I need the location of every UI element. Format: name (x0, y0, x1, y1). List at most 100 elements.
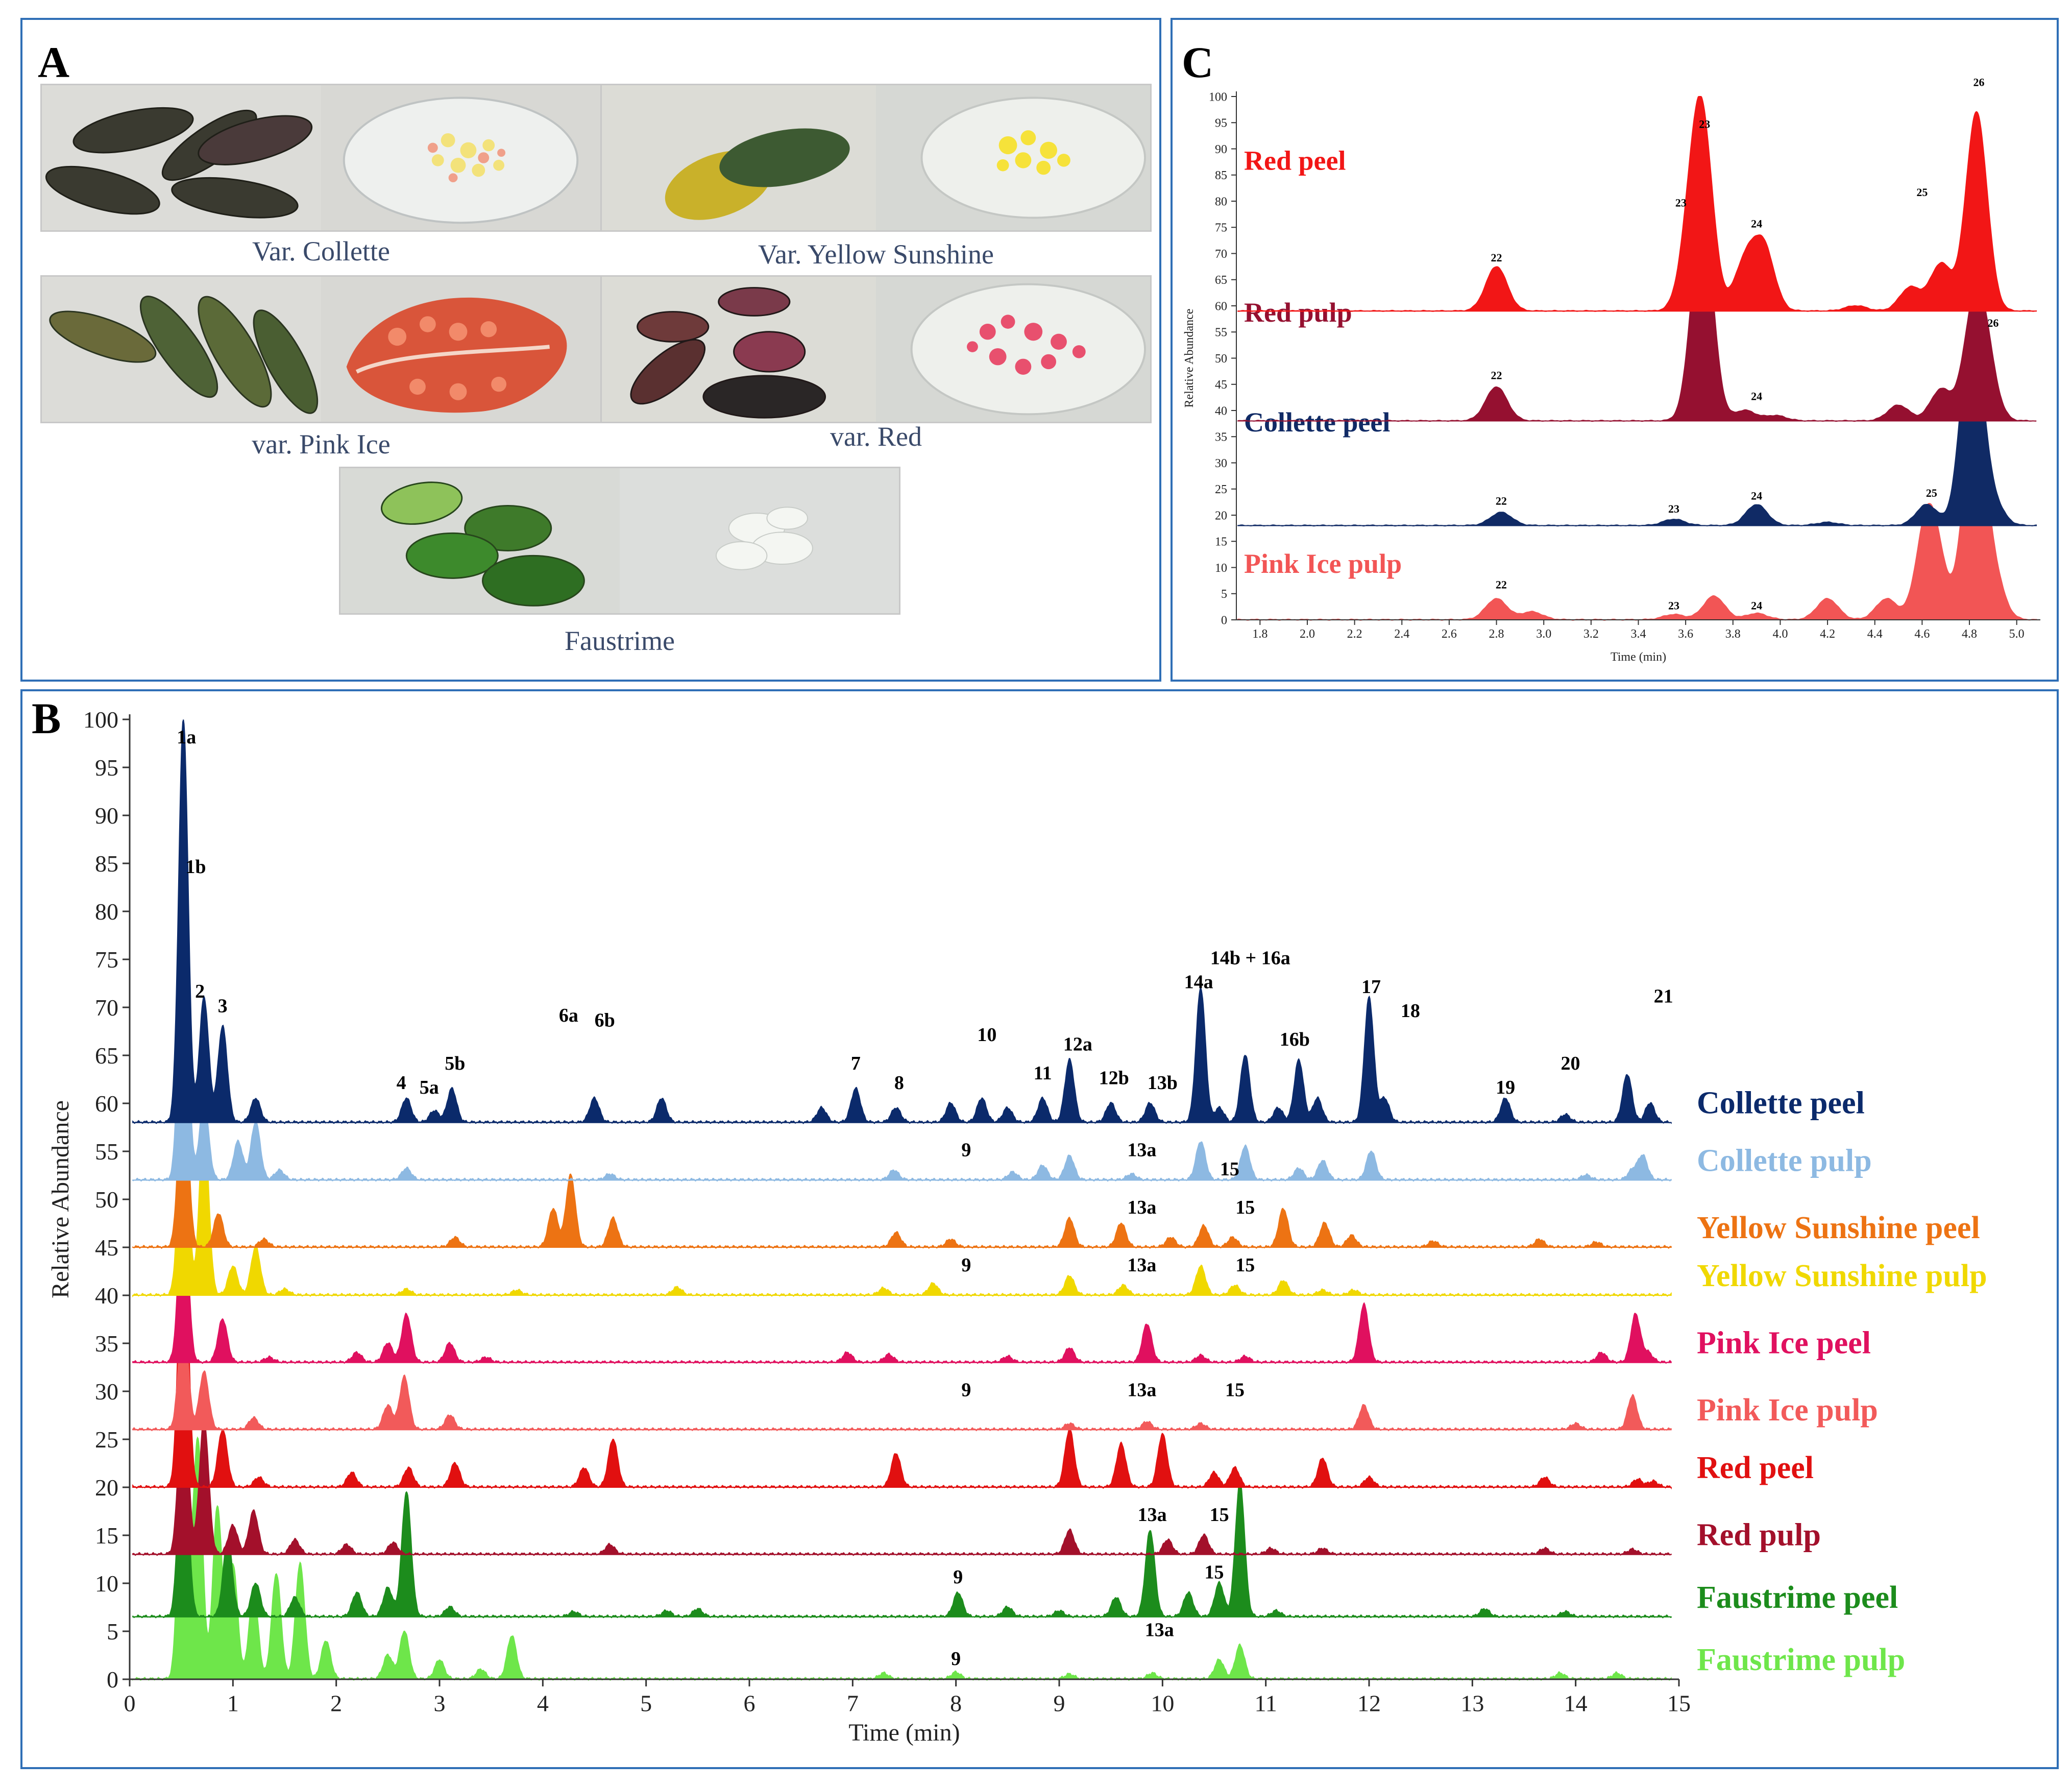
x-tick-label: 2.6 (1442, 627, 1457, 641)
panel-letter-a: A (38, 38, 70, 87)
peak-label: 11 (1034, 1062, 1052, 1084)
y-tick-label: 15 (1215, 536, 1227, 549)
trace-pink-ice-peel (132, 1188, 1672, 1364)
y-tick-label: 95 (1215, 117, 1227, 130)
x-tick-label: 2 (330, 1690, 342, 1716)
y-tick-label: 100 (83, 707, 118, 733)
x-tick-label: 9 (1054, 1690, 1065, 1716)
y-tick-label: 60 (1215, 300, 1227, 313)
peak-label: 20 (1561, 1053, 1580, 1074)
y-tick-label: 20 (1215, 509, 1227, 522)
y-tick-label: 35 (95, 1331, 118, 1357)
peak-label: 23 (1668, 599, 1679, 612)
x-tick-label: 1.8 (1252, 627, 1267, 641)
y-tick-label: 90 (95, 803, 118, 829)
x-tick-label: 3 (434, 1690, 446, 1716)
y-tick-label: 75 (95, 947, 118, 973)
peak-label: 24 (1751, 489, 1762, 502)
y-tick-label: 60 (95, 1091, 118, 1117)
peak-label: 9 (961, 1379, 971, 1400)
peak-label: 26 (1987, 317, 1998, 329)
trace-red-pulp (132, 1379, 1672, 1556)
trace-collette-peel (132, 719, 1672, 1124)
y-tick-label: 5 (1221, 588, 1227, 601)
trace-red-pulp (1237, 210, 2037, 422)
legend-label: Faustrime peel (1697, 1580, 1898, 1615)
peak-label: 15 (1235, 1197, 1255, 1218)
y-tick-label: 0 (1221, 614, 1227, 627)
legend-label: Faustrime pulp (1697, 1643, 1905, 1677)
y-tick-label: 10 (1215, 562, 1227, 575)
y-tick-label: 65 (95, 1043, 118, 1069)
x-tick-label: 4.8 (1962, 627, 1977, 641)
y-tick-label: 85 (1215, 169, 1227, 182)
x-tick-label: 2.0 (1300, 627, 1315, 641)
peak-label: 13a (1138, 1504, 1167, 1526)
y-tick-label: 80 (1215, 195, 1227, 208)
y-tick-label: 30 (1215, 457, 1227, 470)
chart-c-svg: Pink Ice pulp Collette peel Red pulp Red pe… (1183, 76, 2040, 664)
x-tick-label: 4.0 (1772, 627, 1788, 641)
peak-label: 24 (1751, 599, 1762, 612)
y-tick-label: 45 (1215, 378, 1227, 392)
peak-label: 5a (420, 1077, 439, 1098)
x-axis-label: Time (min) (1611, 650, 1666, 664)
peak-label: 13a (1127, 1379, 1156, 1400)
x-tick-label: 4 (537, 1690, 549, 1716)
y-tick-label: 25 (95, 1427, 118, 1453)
y-tick-label: 30 (95, 1379, 118, 1405)
peak-label: 10 (977, 1024, 996, 1046)
trace-faustrime-peel (132, 1405, 1672, 1619)
x-tick-label: 2.4 (1394, 627, 1409, 641)
peak-label: 7 (851, 1053, 861, 1074)
panel-letter-c: C (1182, 38, 1214, 87)
x-tick-label: 2.2 (1347, 627, 1362, 641)
peak-label: 14a (1184, 971, 1213, 993)
peak-label: 3 (218, 995, 228, 1017)
y-tick-label: 70 (95, 995, 118, 1021)
trace-pink-ice-pulp (132, 1311, 1672, 1432)
y-tick-label: 40 (95, 1283, 118, 1309)
x-tick-label: 14 (1564, 1690, 1588, 1716)
peak-label: 12a (1063, 1034, 1092, 1055)
y-tick-label: 20 (95, 1475, 118, 1501)
peak-label: 6b (595, 1010, 615, 1031)
x-tick-label: 7 (847, 1690, 859, 1716)
peak-label: 22 (1496, 495, 1507, 508)
legend-label: Red peel (1244, 146, 1346, 176)
peak-label: 13a (1127, 1197, 1156, 1218)
legend-label: Pink Ice pulp (1244, 548, 1402, 579)
photo-red (600, 275, 1152, 423)
panel-b-chromatogram: B Faustrime pulp Faustrime peel Red pulp Re… (20, 689, 2059, 1769)
y-tick-label: 35 (1215, 431, 1227, 444)
y-axis-label: Relative Abundance (47, 1100, 74, 1298)
peak-label: 4 (397, 1072, 406, 1094)
y-tick-label: 50 (95, 1187, 118, 1213)
y-tick-label: 0 (107, 1667, 118, 1693)
x-tick-label: 2.8 (1489, 627, 1504, 641)
y-tick-label: 55 (1215, 326, 1227, 340)
y-tick-label: 40 (1215, 404, 1227, 418)
x-tick-label: 3.4 (1631, 627, 1646, 641)
trace-red-peel (1237, 96, 2037, 312)
peak-label: 22 (1491, 369, 1502, 382)
x-tick-label: 0 (124, 1690, 136, 1716)
y-tick-label: 50 (1215, 352, 1227, 366)
peak-label: 21 (1654, 986, 1673, 1007)
x-tick-label: 3.2 (1583, 627, 1599, 641)
peak-label: 25 (1926, 487, 1937, 499)
x-tick-label: 4.4 (1867, 627, 1883, 641)
x-tick-label: 10 (1151, 1690, 1174, 1716)
caption-faustrime: Faustrime (565, 625, 675, 656)
y-axis-label: Relative Abundance (1183, 309, 1196, 408)
x-tick-label: 1 (227, 1690, 239, 1716)
peak-label: 15 (1220, 1158, 1239, 1180)
peak-label: 6a (559, 1005, 578, 1026)
y-tick-label: 90 (1215, 143, 1227, 156)
peak-label: 2 (195, 981, 205, 1002)
y-tick-label: 5 (107, 1619, 118, 1645)
x-tick-label: 11 (1255, 1690, 1277, 1716)
peak-label: 15 (1210, 1504, 1229, 1526)
peak-label: 15 (1205, 1562, 1224, 1583)
peak-label: 13a (1127, 1139, 1156, 1161)
